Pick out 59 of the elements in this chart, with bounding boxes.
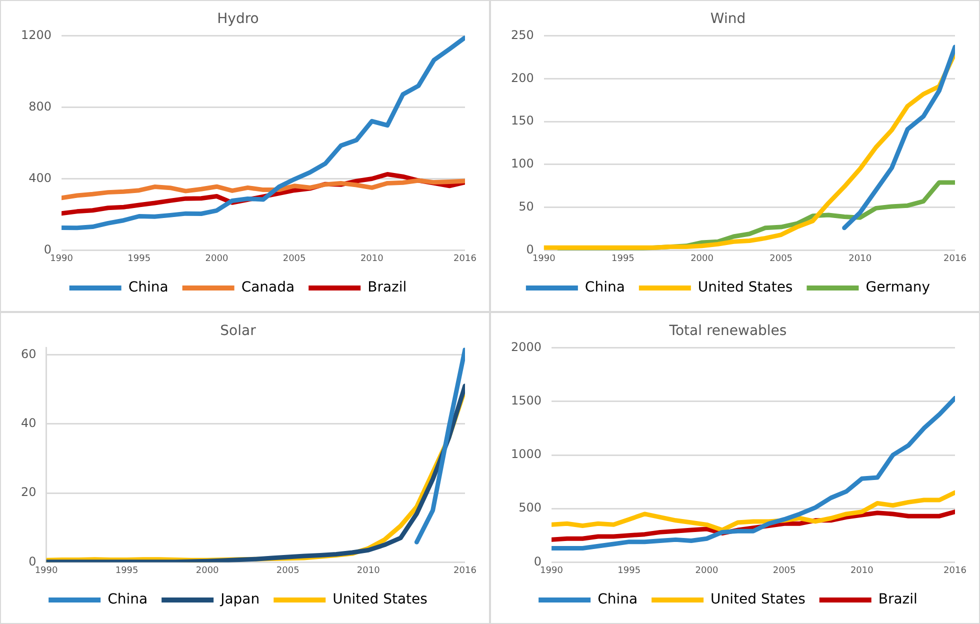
y-tick-label: 50 [518, 199, 534, 214]
y-tick-label: 1000 [510, 447, 542, 462]
legend-label: China [108, 592, 148, 608]
legend-label: United States [710, 592, 806, 608]
x-tick-label: 2016 [944, 254, 967, 264]
x-tick-label: 1995 [618, 566, 641, 576]
legend-label: China [128, 280, 168, 296]
y-tick-label: 150 [511, 114, 534, 128]
y-tick-label: 0 [44, 242, 52, 256]
x-tick-label: 2005 [772, 566, 796, 576]
legend-label: Brazil [878, 592, 918, 608]
legend-label: Japan [220, 592, 260, 608]
x-tick-label: 2005 [282, 254, 306, 264]
y-tick-label: 250 [511, 28, 534, 42]
chart-title: Hydro [217, 11, 259, 28]
y-tick-label: 1500 [510, 394, 542, 408]
chart-title: Total renewables [668, 323, 787, 340]
legend-label: China [598, 592, 638, 608]
y-tick-label: 0 [534, 554, 542, 568]
y-tick-label: 40 [20, 416, 36, 430]
x-tick-label: 1995 [115, 566, 138, 576]
legend-label: Germany [866, 280, 930, 296]
x-tick-label: 2016 [454, 254, 477, 264]
x-tick-label: 1990 [540, 566, 564, 576]
x-tick-label: 2000 [205, 254, 228, 264]
x-tick-label: 1990 [50, 254, 74, 264]
y-tick-label: 500 [518, 500, 542, 515]
x-tick-label: 2005 [276, 566, 300, 576]
y-tick-label: 1200 [20, 28, 52, 42]
y-tick-label: 200 [511, 70, 534, 85]
x-tick-label: 1995 [128, 254, 151, 264]
x-tick-label: 2010 [356, 566, 380, 576]
y-tick-label: 20 [20, 485, 36, 500]
y-tick-label: 100 [511, 156, 534, 171]
x-tick-label: 2000 [196, 566, 220, 576]
y-tick-label: 800 [28, 99, 52, 114]
x-tick-label: 2016 [454, 566, 477, 576]
x-tick-label: 2010 [850, 566, 874, 576]
legend-label: Brazil [368, 280, 407, 296]
legend-label: China [584, 280, 625, 296]
legend-label: United States [332, 592, 428, 608]
legend-label: Canada [241, 280, 295, 296]
x-tick-label: 2010 [360, 254, 384, 264]
x-tick-label: 1990 [34, 566, 58, 576]
chart-title: Solar [220, 323, 256, 340]
legend-label: United States [698, 280, 793, 296]
y-tick-label: 0 [28, 554, 36, 568]
x-tick-label: 2010 [848, 254, 872, 264]
chart-title: Wind [710, 11, 746, 28]
y-tick-label: 2000 [510, 340, 542, 354]
y-tick-label: 400 [28, 170, 52, 185]
x-tick-label: 1995 [612, 254, 634, 264]
x-tick-label: 2000 [695, 566, 718, 576]
x-tick-label: 2016 [944, 566, 967, 576]
x-tick-label: 2000 [690, 254, 714, 264]
y-tick-label: 0 [526, 242, 534, 256]
y-tick-label: 60 [20, 346, 36, 361]
x-tick-label: 1990 [532, 254, 556, 264]
x-tick-label: 2005 [770, 254, 793, 264]
